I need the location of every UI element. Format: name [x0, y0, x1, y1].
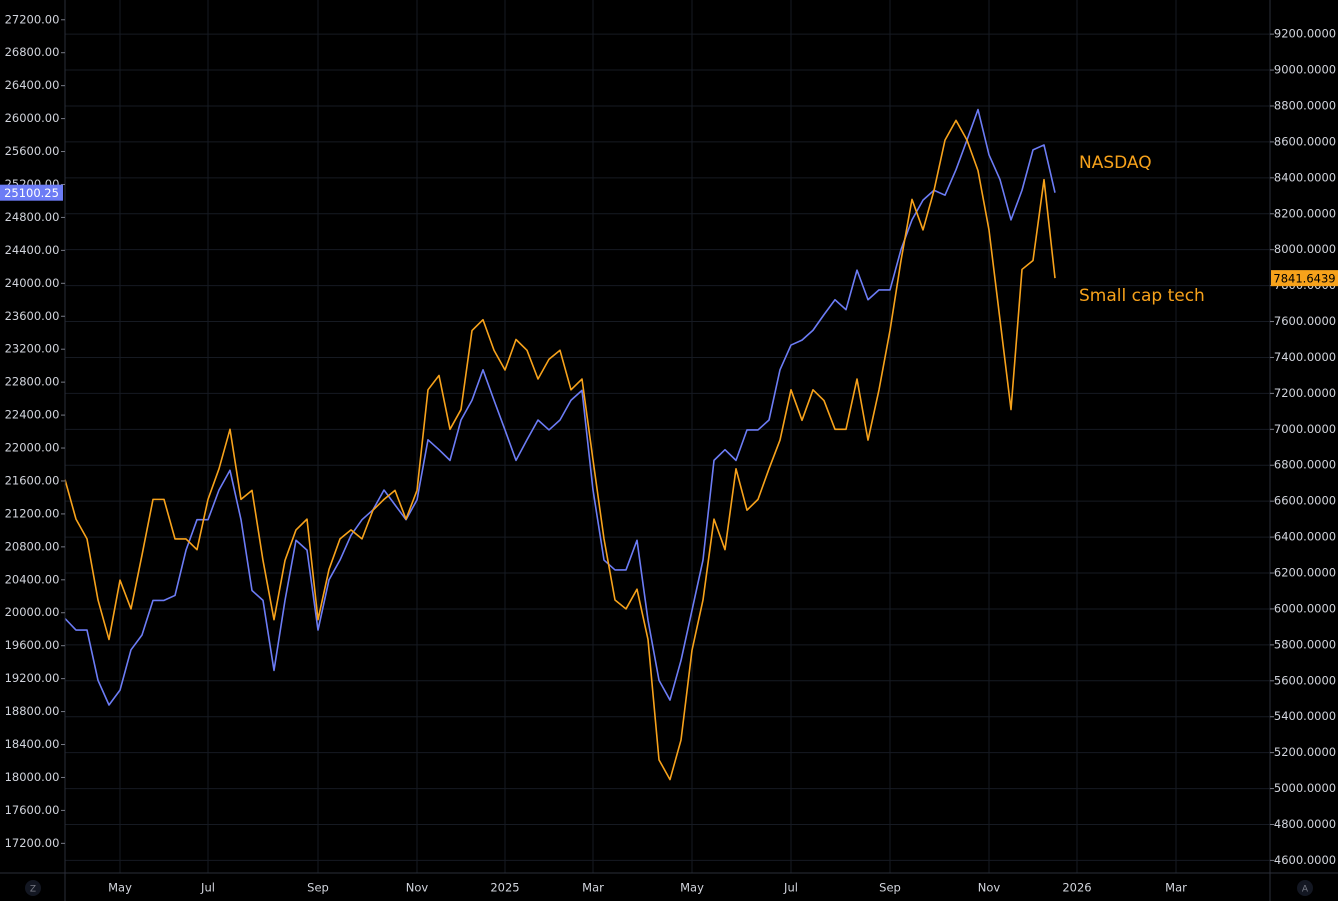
y2-tick-label: 6600.0000	[1274, 494, 1336, 508]
y2-tick-label: 4800.0000	[1274, 817, 1336, 831]
y-tick-label: 22000.00	[5, 441, 60, 455]
x-tick-label: Mar	[582, 881, 604, 895]
y2-tick-label: 6400.0000	[1274, 530, 1336, 544]
y2-tick-label: 5800.0000	[1274, 637, 1336, 651]
y2-tick-label: 8600.0000	[1274, 134, 1336, 148]
y2-tick-label: 6000.0000	[1274, 601, 1336, 615]
y2-tick-label: 8800.0000	[1274, 98, 1336, 112]
plot-area: NASDAQ Small cap tech	[64, 108, 1205, 781]
y-tick-label: 27200.00	[5, 12, 60, 26]
last-value-label: 7841.6439	[1273, 272, 1335, 286]
y-tick-label: 20800.00	[5, 539, 60, 553]
y-tick-label: 18000.00	[5, 770, 60, 784]
y-tick-label: 22400.00	[5, 408, 60, 422]
y-tick-label: 18800.00	[5, 704, 60, 718]
y-tick-label: 21600.00	[5, 473, 60, 487]
y-tick-label: 21200.00	[5, 506, 60, 520]
y-tick-label: 22800.00	[5, 375, 60, 389]
x-tick-label: Jul	[783, 881, 798, 895]
y-tick-label: 23600.00	[5, 309, 60, 323]
y-tick-label: 19600.00	[5, 638, 60, 652]
y2-tick-label: 7000.0000	[1274, 422, 1336, 436]
y-tick-label: 25600.00	[5, 144, 60, 158]
y2-tick-label: 7600.0000	[1274, 314, 1336, 328]
y-tick-label: 26400.00	[5, 78, 60, 92]
y2-tick-label: 9200.0000	[1274, 27, 1336, 41]
grid	[65, 0, 1270, 873]
right-button[interactable]: A	[1302, 885, 1309, 895]
y2-tick-label: 5400.0000	[1274, 709, 1336, 723]
y2-tick-label: 7400.0000	[1274, 350, 1336, 364]
series-annotation: NASDAQ	[1079, 153, 1152, 173]
y-tick-label: 26000.00	[5, 111, 60, 125]
y2-tick-label: 4600.0000	[1274, 853, 1336, 867]
y-tick-label: 24000.00	[5, 276, 60, 290]
y-tick-label: 24800.00	[5, 210, 60, 224]
y2-tick-label: 7200.0000	[1274, 386, 1336, 400]
y2-tick-label: 5600.0000	[1274, 673, 1336, 687]
y-tick-label: 17600.00	[5, 803, 60, 817]
x-tick-label: Sep	[307, 881, 329, 895]
left-button[interactable]: Z	[30, 885, 36, 895]
y2-tick-label: 8400.0000	[1274, 170, 1336, 184]
left-button-bg[interactable]	[25, 880, 41, 896]
y2-tick-label: 8000.0000	[1274, 242, 1336, 256]
y-tick-label: 26800.00	[5, 45, 60, 59]
x-tick-label: Mar	[1165, 881, 1187, 895]
y-tick-label: 18400.00	[5, 737, 60, 751]
y2-tick-label: 6200.0000	[1274, 566, 1336, 580]
x-tick-label: 2025	[490, 881, 519, 895]
x-tick-label: Jul	[200, 881, 215, 895]
right-button-bg[interactable]	[1297, 880, 1313, 896]
y2-tick-label: 5200.0000	[1274, 745, 1336, 759]
y-tick-label: 20400.00	[5, 572, 60, 586]
y-tick-label: 23200.00	[5, 342, 60, 356]
series-annotation: Small cap tech	[1079, 286, 1205, 306]
y2-tick-label: 5000.0000	[1274, 781, 1336, 795]
y-tick-label: 17200.00	[5, 836, 60, 850]
y2-tick-label: 8200.0000	[1274, 206, 1336, 220]
last-value-label: 25100.25	[4, 186, 59, 200]
y-tick-label: 24400.00	[5, 243, 60, 257]
y-tick-label: 19200.00	[5, 671, 60, 685]
x-tick-label: May	[680, 881, 704, 895]
series-line	[64, 119, 1056, 781]
series-line	[64, 108, 1056, 706]
x-tick-label: Nov	[978, 881, 1001, 895]
x-tick-label: May	[108, 881, 132, 895]
x-tick-label: Nov	[406, 881, 429, 895]
y2-tick-label: 9000.0000	[1274, 63, 1336, 77]
x-tick-label: 2026	[1062, 881, 1091, 895]
last-value-tag	[0, 184, 63, 201]
last-value-tag	[1271, 270, 1338, 287]
y2-tick-label: 6800.0000	[1274, 458, 1336, 472]
y-tick-label: 20000.00	[5, 605, 60, 619]
axes: 4600.0000 4800.0000 5000.0000 5200.0000 5400…	[0, 12, 1338, 895]
x-tick-label: Sep	[879, 881, 901, 895]
